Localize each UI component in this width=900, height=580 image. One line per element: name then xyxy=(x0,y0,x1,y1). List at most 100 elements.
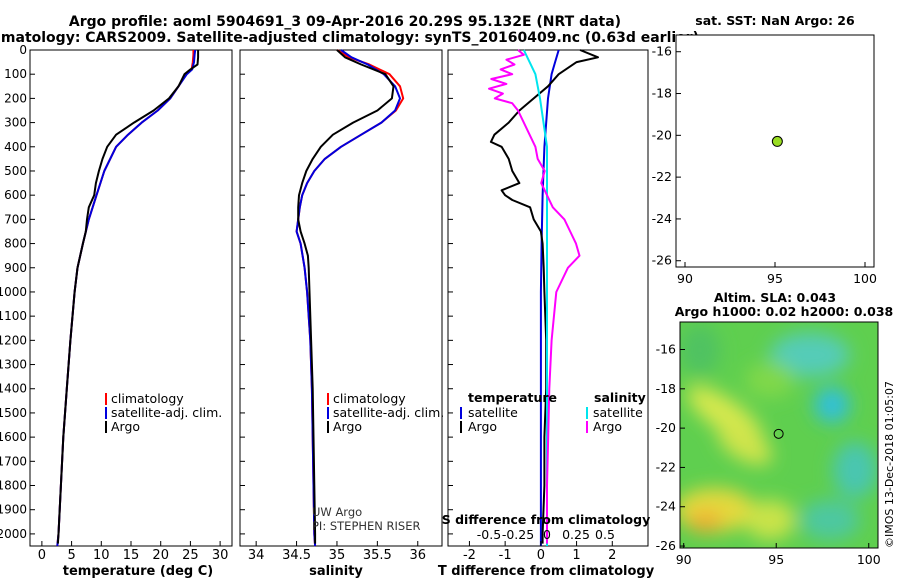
series-line-satellite-adj-clim- xyxy=(56,49,197,547)
sst-map-frame xyxy=(675,34,875,268)
temperature-tick-labels: 0 5 10 15 20 25 30 xyxy=(30,49,229,563)
sst-map-panel: sat. SST: NaN Argo: 26 90 95 100 -16 -18 -20 -… xyxy=(652,13,877,286)
depth-tick-label: 300 xyxy=(4,116,27,130)
sla-map-frame xyxy=(679,321,879,549)
sla-blob-yellow-south xyxy=(745,500,795,540)
depth-tick-label: 1500 xyxy=(0,406,27,420)
x-tick-label: -1 xyxy=(499,548,512,563)
salinity-plot-frame xyxy=(239,49,443,547)
series-line-satellite-temperature xyxy=(539,49,560,546)
sla-blob-cyan xyxy=(814,387,850,423)
x-tick-label: 30 xyxy=(212,548,229,563)
series-line-argo-salinity xyxy=(488,49,581,544)
s-tick-label: -0.5 xyxy=(477,527,501,542)
legend-title-salinity: salinity xyxy=(594,390,646,405)
sla-blob-cyan xyxy=(800,500,860,540)
legend-label-s-satellite: satellite xyxy=(593,405,643,420)
x-tick-label: 36 xyxy=(409,548,426,563)
depth-tick-label: 2000 xyxy=(0,527,27,541)
argo-location-marker xyxy=(773,428,784,439)
annotation-pi: PI: STEPHEN RISER xyxy=(312,519,421,533)
map-x-tick-label: 90 xyxy=(677,271,693,286)
series-line-argo xyxy=(56,50,200,544)
map-x-tick-label: 95 xyxy=(768,552,784,567)
series-line-climatology xyxy=(56,50,195,547)
temperature-series xyxy=(56,49,200,547)
map-y-tick-label: -18 xyxy=(652,86,672,101)
depth-tick-label: 1200 xyxy=(0,333,27,347)
legend-label-climatology: climatology xyxy=(111,391,184,406)
depth-tick-label: 1400 xyxy=(0,382,27,396)
depth-tick-label: 1600 xyxy=(0,430,27,444)
x-tick-label: 1 xyxy=(572,548,580,563)
depth-tick-label: 1700 xyxy=(0,454,27,468)
legend-label-argo: Argo xyxy=(111,419,140,434)
x-tick-label: 20 xyxy=(152,548,169,563)
depth-tick-label: 500 xyxy=(4,164,27,178)
map-x-tick-label: 90 xyxy=(676,552,692,567)
depth-tick-label: 0 xyxy=(19,43,27,57)
s-tick-label: -0.25 xyxy=(502,527,534,542)
x-tick-label: 2 xyxy=(608,548,616,563)
map-y-tick-label: -26 xyxy=(656,538,676,553)
map-y-tick-label: -20 xyxy=(656,420,676,435)
x-tick-label: 35 xyxy=(329,548,346,563)
sla-blob-yellow-band xyxy=(717,425,773,465)
s-tick-label: 0.5 xyxy=(595,527,615,542)
legend-label-climatology: climatology xyxy=(333,391,406,406)
temperature-xlabel: temperature (deg C) xyxy=(63,564,213,579)
argo-location-marker xyxy=(771,135,783,147)
x-tick-label: 35.5 xyxy=(363,548,392,563)
depth-tick-label: 1800 xyxy=(0,479,27,493)
x-tick-label: 5 xyxy=(67,548,75,563)
x-tick-label: 15 xyxy=(123,548,140,563)
legend-label-satellite: satellite-adj. clim. xyxy=(111,405,222,420)
legend-label-t-satellite: satellite xyxy=(468,405,518,420)
map-y-tick-label: -18 xyxy=(656,381,676,396)
x-tick-label: 10 xyxy=(93,548,110,563)
sla-title-line-1: Altim. SLA: 0.043 xyxy=(714,290,836,305)
salinity-tick-labels: 34 34.5 35 35.5 36 xyxy=(240,49,426,563)
map-y-tick-label: -24 xyxy=(656,499,676,514)
depth-tick-label: 1100 xyxy=(0,309,27,323)
depth-tick-label: 600 xyxy=(4,188,27,202)
depth-tick-label: 800 xyxy=(4,237,27,251)
salinity-panel: 34 34.5 35 35.5 36 salinity climatology sate… xyxy=(239,49,444,579)
sla-blob-cyan xyxy=(833,442,877,498)
depth-tick-label: 900 xyxy=(4,261,27,275)
s-tick-label: 0 xyxy=(543,527,551,542)
x-tick-label: -2 xyxy=(463,548,476,563)
depth-tick-label: 200 xyxy=(4,91,27,105)
difference-legend: temperature satellite Argo salinity sate… xyxy=(460,390,646,434)
annotation-uw-argo: UW Argo xyxy=(312,505,362,519)
t-difference-tick-labels: -2 -1 0 1 2 xyxy=(448,49,616,563)
x-tick-label: 0 xyxy=(537,548,545,563)
legend-label-argo: Argo xyxy=(333,419,362,434)
sst-map-tick-labels: 90 95 100 -16 -18 -20 -22 -24 -26 xyxy=(652,44,877,286)
legend-title-temperature: temperature xyxy=(468,390,557,405)
s-difference-tick-labels: -0.5 -0.25 0 0.25 0.5 xyxy=(477,527,615,542)
depth-tick-label: 1000 xyxy=(0,285,27,299)
sla-blob-cyan xyxy=(770,333,850,377)
map-y-tick-label: -24 xyxy=(652,211,672,226)
x-tick-label: 34 xyxy=(248,548,265,563)
map-y-tick-label: -26 xyxy=(652,253,672,268)
legend-label-s-argo: Argo xyxy=(593,419,622,434)
sla-map-points xyxy=(773,428,784,439)
salinity-series xyxy=(295,49,405,547)
sla-map-panel: Altim. SLA: 0.043 Argo h1000: 0.02 h2000… xyxy=(656,290,894,567)
x-tick-label: 34.5 xyxy=(282,548,311,563)
map-y-tick-label: -22 xyxy=(656,459,676,474)
sla-blob-green-light xyxy=(745,362,795,398)
legend-label-satellite: satellite-adj. clim. xyxy=(333,405,444,420)
series-line-argo xyxy=(297,49,395,544)
map-y-tick-label: -22 xyxy=(652,169,672,184)
title-line-1: Argo profile: aoml 5904691_3 09-Apr-2016… xyxy=(69,14,621,30)
credit-text: ©IMOS 13-Dec-2018 01:05:07 xyxy=(883,381,896,548)
legend-label-t-argo: Argo xyxy=(468,419,497,434)
x-tick-label: 25 xyxy=(182,548,199,563)
map-x-tick-label: 100 xyxy=(853,271,877,286)
map-y-tick-label: -16 xyxy=(652,44,672,59)
difference-xlabel: T difference from climatology xyxy=(438,564,655,579)
